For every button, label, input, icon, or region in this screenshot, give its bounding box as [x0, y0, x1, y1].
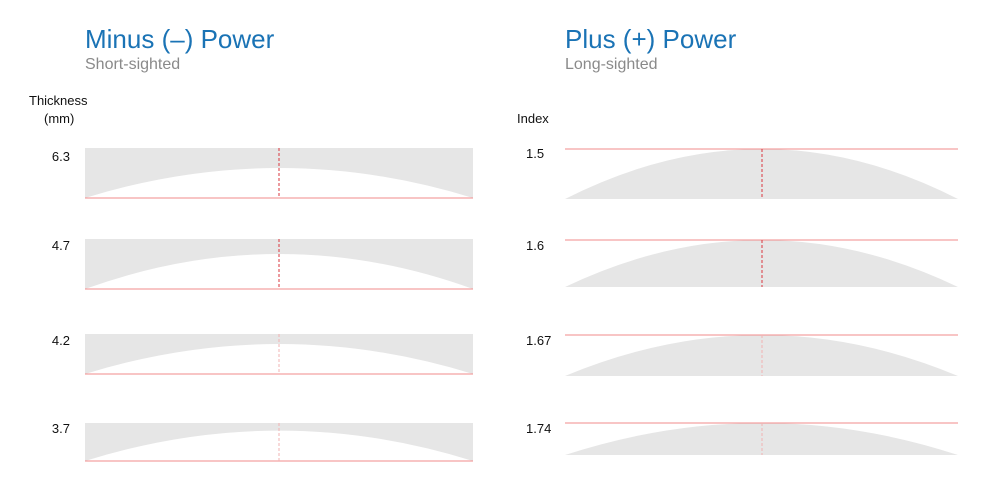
minus-lens-shape: [85, 148, 473, 198]
minus-lens-shape: [85, 423, 473, 461]
plus-panel-subtitle: Long-sighted: [565, 56, 658, 73]
minus-panel-subtitle: Short-sighted: [85, 56, 181, 73]
index-value-label: 1.74: [526, 421, 552, 436]
minus-lens-shape: [85, 239, 473, 289]
index-axis-label: Index: [517, 111, 549, 126]
thickness-value-label: 3.7: [51, 421, 70, 436]
minus-panel-title: Minus (–) Power: [85, 24, 275, 54]
minus-lens-shape: [85, 334, 473, 374]
index-value-label: 1.5: [526, 146, 545, 161]
thickness-axis-unit: (mm): [44, 111, 75, 126]
thickness-value-label: 4.2: [51, 333, 70, 348]
index-value-label: 1.6: [526, 238, 545, 253]
plus-lens-shape: [565, 240, 958, 287]
thickness-value-label: 4.7: [51, 238, 70, 253]
thickness-axis-label: Thickness: [29, 93, 88, 108]
index-value-label: 1.67: [526, 333, 552, 348]
thickness-value-label: 6.3: [51, 149, 70, 164]
plus-panel-title: Plus (+) Power: [565, 24, 737, 54]
